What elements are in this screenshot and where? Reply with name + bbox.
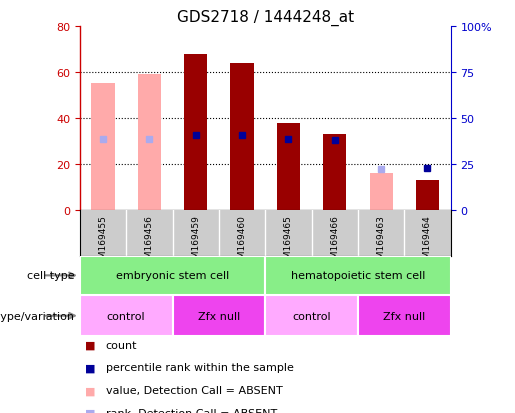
Text: rank, Detection Call = ABSENT: rank, Detection Call = ABSENT: [106, 408, 277, 413]
Text: GSM169459: GSM169459: [191, 214, 200, 269]
Bar: [138, 75, 161, 211]
Text: ■: ■: [85, 385, 95, 395]
Text: genotype/variation: genotype/variation: [0, 311, 75, 321]
Text: embryonic stem cell: embryonic stem cell: [116, 271, 229, 281]
Text: GSM169465: GSM169465: [284, 214, 293, 269]
Text: ■: ■: [85, 363, 95, 373]
Text: GSM169466: GSM169466: [330, 214, 339, 269]
Bar: [265, 295, 358, 337]
Text: percentile rank within the sample: percentile rank within the sample: [106, 363, 294, 373]
Bar: [184, 55, 207, 211]
Text: cell type: cell type: [27, 271, 75, 281]
Title: GDS2718 / 1444248_at: GDS2718 / 1444248_at: [177, 9, 354, 26]
Text: GSM169460: GSM169460: [237, 214, 247, 269]
Text: count: count: [106, 340, 137, 350]
Bar: [92, 84, 114, 211]
Text: GSM169464: GSM169464: [423, 214, 432, 269]
Bar: [265, 256, 451, 295]
Bar: [173, 295, 265, 337]
Text: control: control: [293, 311, 331, 321]
Text: ■: ■: [85, 408, 95, 413]
Text: control: control: [107, 311, 146, 321]
Text: Zfx null: Zfx null: [198, 311, 240, 321]
Bar: [416, 181, 439, 211]
Text: hematopoietic stem cell: hematopoietic stem cell: [291, 271, 425, 281]
Bar: [369, 174, 392, 211]
Text: ■: ■: [85, 340, 95, 350]
Text: GSM169463: GSM169463: [376, 214, 386, 269]
Bar: [231, 64, 253, 211]
Bar: [323, 135, 346, 211]
Bar: [80, 295, 173, 337]
Text: GSM169455: GSM169455: [98, 214, 108, 269]
Bar: [358, 295, 451, 337]
Text: Zfx null: Zfx null: [383, 311, 425, 321]
Text: GSM169456: GSM169456: [145, 214, 154, 269]
Bar: [80, 256, 265, 295]
Bar: [277, 123, 300, 211]
Text: value, Detection Call = ABSENT: value, Detection Call = ABSENT: [106, 385, 282, 395]
